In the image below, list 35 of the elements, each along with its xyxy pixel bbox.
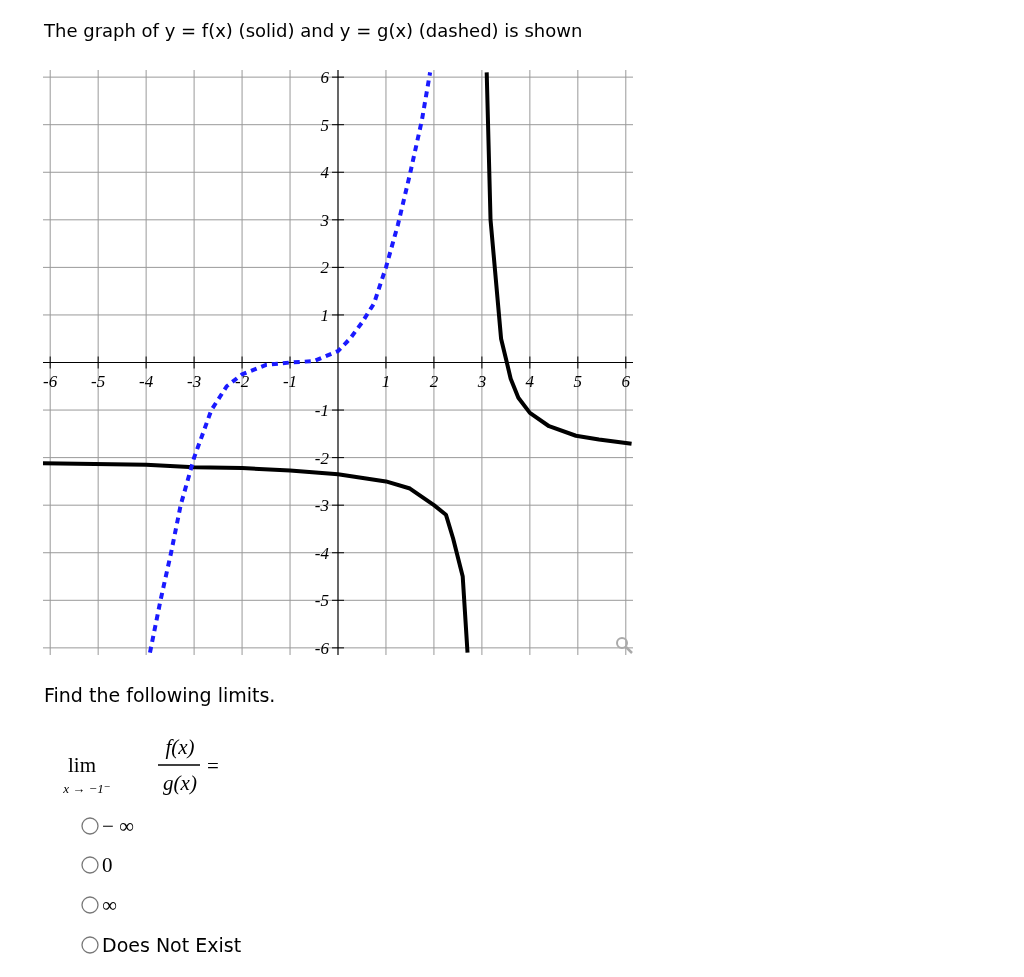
x-tick-label: 4: [525, 371, 535, 391]
y-tick-label: -2: [314, 448, 330, 468]
chart-title: The graph of y = f(x) (solid) and y = g(x) (dashed) is shown: [43, 20, 583, 41]
x-tick-label: 1: [381, 371, 391, 391]
x-tick-label: -4: [139, 371, 154, 391]
text: g(x): [163, 771, 197, 795]
text: 0: [102, 853, 113, 877]
x-tick-label: -2: [234, 371, 250, 391]
text: Does Not Exist: [102, 934, 242, 956]
y-tick-label: -5: [314, 591, 329, 611]
y-tick-label: 4: [320, 163, 330, 183]
y-tick-label: -3: [314, 496, 329, 516]
x-tick-label: -3: [187, 371, 202, 391]
text: =: [207, 754, 219, 778]
y-tick-label: 6: [320, 68, 330, 88]
text: x → −1⁻: [62, 781, 111, 796]
x-tick-label: 3: [476, 371, 487, 391]
y-tick-label: 5: [320, 115, 329, 135]
y-tick-label: 1: [320, 305, 329, 325]
x-tick-label: 5: [573, 371, 583, 391]
y-tick-label: -1: [314, 401, 329, 421]
x-tick-label: -6: [43, 371, 58, 391]
y-tick-label: 2: [320, 258, 330, 278]
text: lim: [67, 753, 97, 777]
y-tick-label: -4: [314, 543, 330, 563]
text: Find the following limits.: [44, 684, 276, 706]
x-tick-label: 6: [621, 371, 631, 391]
x-tick-label: -5: [91, 371, 106, 391]
text: f(x): [165, 735, 195, 759]
x-tick-label: 2: [429, 371, 439, 391]
y-tick-label: 3: [319, 210, 329, 230]
text: − ∞: [102, 814, 135, 838]
text: ∞: [102, 893, 117, 917]
y-tick-label: -6: [314, 638, 330, 658]
x-tick-label: -1: [282, 371, 298, 391]
